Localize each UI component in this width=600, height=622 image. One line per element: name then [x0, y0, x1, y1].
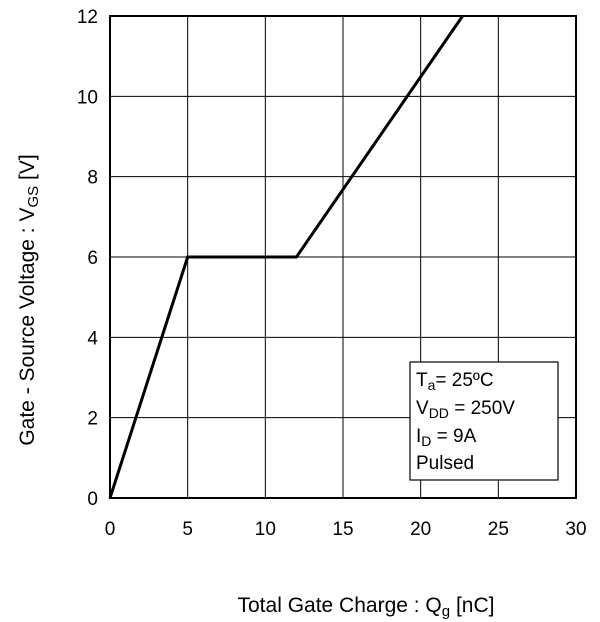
plot-frame [109, 15, 577, 499]
x-axis-title-main: Total Gate Charge : Q [238, 594, 442, 617]
y-tick-label: 4 [87, 328, 98, 349]
x-axis-title: Total Gate Charge : Qg [nC] [238, 594, 495, 620]
y-tick-label: 6 [87, 248, 98, 269]
x-tick-label: 30 [565, 519, 586, 540]
x-tick-label: 5 [182, 519, 193, 540]
x-tick-label: 15 [332, 519, 353, 540]
y-tick-label: 0 [87, 489, 98, 510]
y-axis-title-sub: GS [25, 186, 42, 208]
y-tick-label: 12 [77, 7, 98, 28]
conditions-box-frame [409, 361, 559, 481]
y-tick-label: 10 [77, 87, 98, 108]
series-layer [108, 15, 464, 499]
x-axis-title-unit: [nC] [450, 594, 494, 617]
condition-line-vdd: VDD = 250V [416, 398, 515, 421]
condition-line-pulsed: Pulsed [416, 453, 474, 474]
y-axis-title: Gate - Source Voltage : VGS [V] [16, 154, 42, 445]
condition-line-ta: Ta= 25ºC [416, 370, 494, 393]
y-tick-label: 8 [87, 168, 98, 189]
x-tick-label: 0 [105, 519, 116, 540]
x-tick-label: 10 [255, 519, 276, 540]
series-line-0 [108, 15, 464, 499]
condition-line-id: ID = 9A [416, 426, 477, 449]
conditions-box: Ta= 25ºC VDD = 250V ID = 9A Pulsed [409, 361, 559, 481]
x-axis-title-sub: g [442, 603, 450, 620]
y-axis-title-unit: [V] [16, 154, 39, 186]
y-tick-label: 2 [87, 409, 98, 430]
x-tick-labels: 0 5 10 15 20 25 30 [105, 519, 587, 540]
y-axis-title-main: Gate - Source Voltage : V [16, 208, 39, 446]
x-tick-label: 25 [488, 519, 509, 540]
y-tick-labels: 0 2 4 6 8 10 12 [77, 7, 99, 510]
x-tick-label: 20 [410, 519, 431, 540]
